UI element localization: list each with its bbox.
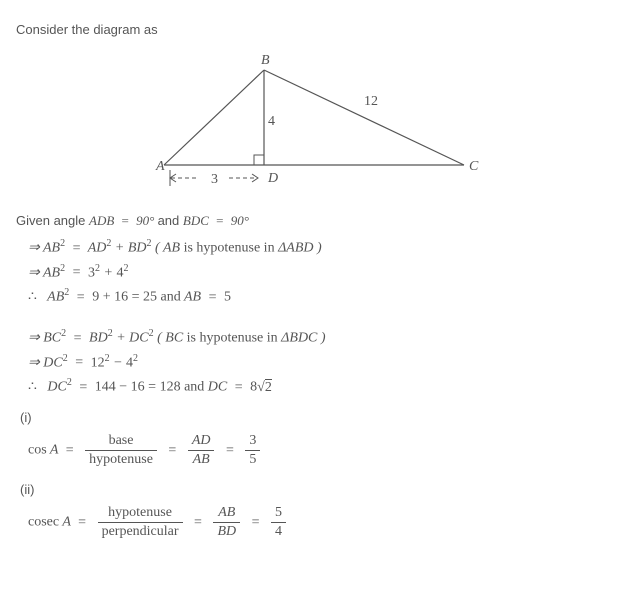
intro-text: Consider the diagram as — [16, 20, 602, 40]
step2b: ⇒ DC2 = 122 − 42 — [28, 353, 602, 372]
step1c: ∴ AB2 = 9 + 16 = 25 and AB = 5 — [28, 287, 602, 306]
bdc: BDC — [183, 213, 209, 228]
cosecA-n2: AB — [213, 505, 240, 523]
triangle-diagram: A B C D 3 4 12 — [16, 50, 602, 193]
cosecA-d1: perpendicular — [98, 523, 183, 540]
len-AD: 3 — [211, 172, 218, 187]
cosA-n3: 3 — [245, 433, 260, 451]
label-D: D — [267, 171, 278, 186]
len-BD: 4 — [268, 114, 275, 129]
given-line: Given angle ADB = 90° and BDC = 90° — [16, 211, 602, 231]
given-prefix: Given angle — [16, 213, 89, 228]
step1b: ⇒ AB2 = 32 + 42 — [28, 263, 602, 282]
adb-val: 90° — [136, 213, 154, 228]
cosecA-n3: 5 — [271, 505, 286, 523]
cosecA-n1: hypotenuse — [98, 505, 183, 523]
label-B: B — [261, 53, 270, 68]
label-C: C — [469, 159, 479, 174]
step1a: ⇒ AB2 = AD2 + BD2 ( AB is hypotenuse in … — [28, 238, 602, 257]
cosA-d2: AB — [188, 451, 215, 468]
cosecA-line: cosec A = hypotenuseperpendicular = ABBD… — [28, 505, 602, 540]
adb: ADB — [89, 213, 114, 228]
cosecA-d2: BD — [213, 523, 240, 540]
bdc-val: 90° — [231, 213, 249, 228]
part-i: (i) — [20, 410, 602, 425]
cosA-n1: base — [85, 433, 157, 451]
cosA-n2: AD — [188, 433, 215, 451]
step2a: ⇒ BC2 = BD2 + DC2 ( BC is hypotenuse in … — [28, 328, 602, 347]
step2c: ∴ DC2 = 144 − 16 = 128 and DC = 8√2 — [28, 377, 602, 396]
label-A: A — [155, 159, 165, 174]
len-BC: 12 — [364, 94, 378, 109]
cosA-d3: 5 — [245, 451, 260, 468]
cosA-line: cos A = basehypotenuse = ADAB = 35 — [28, 433, 602, 468]
cosA-d1: hypotenuse — [85, 451, 157, 468]
part-ii: (ii) — [20, 482, 602, 497]
and-text: and — [158, 213, 183, 228]
cosecA-d3: 4 — [271, 523, 286, 540]
